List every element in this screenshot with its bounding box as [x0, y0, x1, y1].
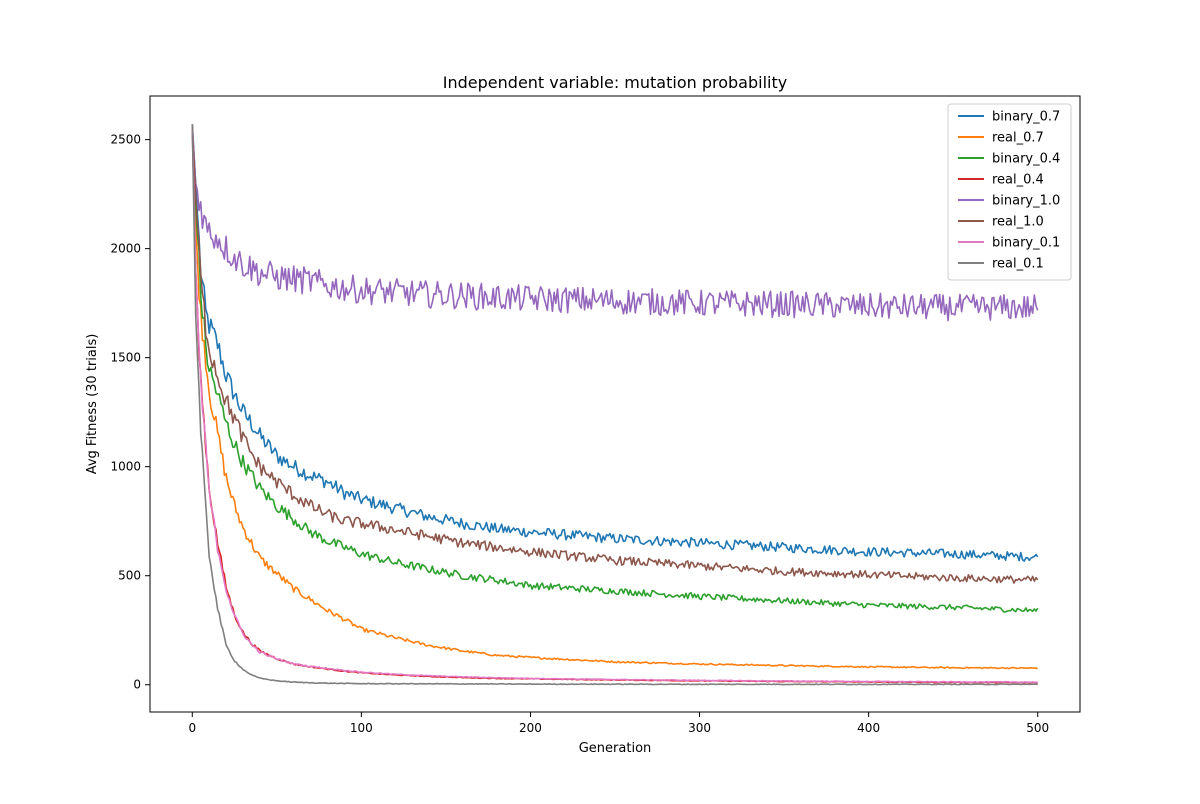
legend-label-binary-0-7: binary_0.7 — [992, 110, 1060, 125]
y-tick-label: 1000 — [110, 460, 141, 474]
series-line-binary-1-0 — [191, 124, 1039, 322]
legend-label-real-0-4: real_0.4 — [992, 173, 1044, 188]
series-line-real-1-0 — [191, 126, 1039, 584]
legend-label-real-0-1: real_0.1 — [992, 257, 1044, 272]
axes-layer: 0 100 200 300 400 500 0 500 1000 1500 2000 2500 — [110, 133, 1049, 735]
legend-box — [947, 103, 1072, 281]
series-line-binary-0-4 — [191, 124, 1039, 613]
legend-label-real-1-0: real_1.0 — [992, 215, 1044, 230]
x-tick-label: 300 — [688, 721, 711, 735]
y-tick-label: 2500 — [110, 133, 141, 147]
series-line-real-0-7 — [191, 124, 1038, 670]
x-tick-label: 500 — [1026, 721, 1049, 735]
series-line-binary-0-7 — [191, 124, 1039, 562]
x-tick-label: 0 — [188, 721, 196, 735]
series-line-real-0-4 — [191, 126, 1038, 684]
legend-label-binary-1-0: binary_1.0 — [992, 194, 1060, 209]
legend: binary_0.7 real_0.7 binary_0.4 real_0.4bina… — [947, 103, 1072, 281]
x-tick-label: 400 — [857, 721, 880, 735]
y-tick-label: 0 — [133, 678, 141, 692]
y-tick-label: 1500 — [110, 351, 141, 365]
legend-label-binary-0-1: binary_0.1 — [992, 236, 1060, 251]
plot-border — [149, 95, 1081, 713]
y-tick-label: 2000 — [110, 242, 141, 256]
legend-label-binary-0-4: binary_0.4 — [992, 152, 1060, 167]
x-tick-label: 100 — [350, 721, 373, 735]
series-line-real-0-1 — [191, 124, 1038, 686]
legend-label-real-0-7: real_0.7 — [992, 131, 1044, 146]
chart-title: Independent variable: mutation probabili… — [443, 73, 787, 92]
y-axis-label: Avg Fitness (30 trials) — [85, 334, 100, 475]
series-layer — [191, 124, 1039, 686]
x-axis-label: Generation — [579, 741, 652, 756]
plot-area — [149, 95, 1081, 713]
x-tick-label: 200 — [519, 721, 542, 735]
series-line-binary-0-1 — [191, 126, 1038, 684]
y-tick-label: 500 — [118, 569, 141, 583]
